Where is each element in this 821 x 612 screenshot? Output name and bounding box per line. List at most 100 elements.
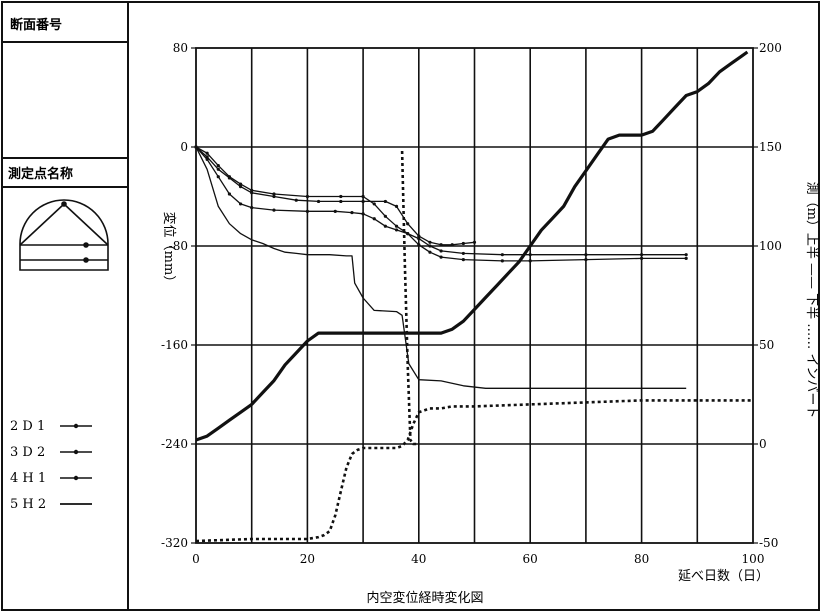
series-point	[227, 192, 232, 196]
series-point	[640, 256, 644, 260]
series-point	[450, 243, 454, 247]
series-point	[417, 236, 421, 241]
series-point	[640, 253, 644, 257]
series-point	[417, 234, 421, 238]
series-line-1	[195, 146, 687, 262]
series-point	[394, 204, 399, 208]
series-point	[250, 191, 254, 195]
series-line-5	[195, 399, 753, 543]
y2-tick-label: 50	[759, 338, 774, 352]
series-point	[350, 210, 354, 215]
series-point	[439, 249, 443, 253]
legend-label: 4 H 1	[10, 471, 46, 486]
y-tick-label: -80	[169, 239, 188, 253]
series-point	[428, 244, 432, 248]
y-axis-label: 変位（mm）	[161, 212, 177, 289]
series-point	[417, 243, 421, 247]
series-point	[372, 202, 376, 206]
x-tick-label: 20	[300, 552, 315, 566]
series-point	[305, 209, 309, 213]
y2-tick-label: -50	[759, 536, 778, 550]
tick-labels: 0 20 40 60 80 100 80 0 -80 -160 -240 -320 200 150 100 5…	[161, 41, 782, 566]
series-point	[216, 175, 220, 179]
series-point	[500, 259, 504, 263]
series-point	[361, 199, 365, 204]
series-point	[305, 194, 309, 199]
series-point	[205, 151, 209, 155]
series-point	[383, 224, 387, 228]
y-tick-label: 80	[173, 41, 188, 55]
series-point	[238, 185, 243, 189]
series-point	[428, 250, 432, 254]
series-point	[394, 228, 399, 232]
y-tick-label: -240	[161, 437, 188, 451]
x-tick-label: 60	[523, 552, 538, 566]
series-point	[584, 253, 588, 257]
series-point	[684, 253, 688, 257]
series-line-4	[195, 50, 749, 442]
series-point	[272, 192, 276, 196]
series-point	[294, 198, 298, 202]
legend-label: 2 D 1	[10, 419, 45, 434]
series-point	[406, 222, 410, 226]
series-line-3	[195, 146, 687, 389]
x-tick-label: 0	[192, 552, 200, 566]
series-point	[461, 241, 465, 246]
series-point	[406, 232, 410, 236]
series-point	[394, 224, 399, 228]
legend-label: 5 H 2	[10, 497, 46, 512]
series-point	[339, 199, 343, 204]
section-number-label: 断面番号	[10, 17, 62, 33]
tunnel-section-sketch	[19, 199, 109, 271]
legend-item-3d2: 3 D 2	[10, 445, 92, 460]
y2-tick-label: 150	[759, 140, 782, 154]
series-point	[461, 258, 465, 262]
x-axis-label: 延べ日数（日）	[678, 569, 769, 584]
x-tick-label: 40	[411, 552, 426, 566]
series-point	[500, 253, 504, 257]
series-point	[383, 199, 387, 204]
series-point	[439, 255, 443, 259]
series-point	[584, 258, 588, 262]
series-point	[439, 243, 443, 247]
series-point	[461, 251, 465, 256]
plot-area: 0 20 40 60 80 100 80 0 -80 -160 -240 -320 200 150 100 5…	[161, 41, 782, 566]
series-point	[528, 259, 532, 263]
series-line-0	[195, 146, 475, 246]
series-point	[216, 167, 220, 171]
measure-points-label: 測定点名称	[8, 166, 73, 182]
series-point	[272, 208, 276, 212]
grid	[196, 48, 753, 543]
series-point	[238, 182, 243, 186]
series-point	[250, 206, 254, 210]
legend-label: 3 D 2	[10, 445, 45, 460]
series-point	[339, 194, 343, 199]
series-point	[684, 256, 688, 260]
x-tick-label: 100	[742, 552, 765, 566]
legend-item-2d1: 2 D 1	[10, 419, 92, 434]
y-tick-label: -160	[161, 338, 188, 352]
series-point	[238, 202, 243, 206]
series-point	[227, 175, 232, 179]
series-point	[383, 214, 387, 218]
series-line-6	[400, 150, 419, 446]
series-point	[472, 240, 477, 244]
series-point	[333, 209, 337, 213]
series-point	[272, 194, 276, 199]
series-point	[361, 212, 365, 216]
series-point	[316, 199, 321, 204]
series-point	[205, 157, 209, 161]
chart-title: 内空変位経時変化図	[366, 590, 483, 606]
series-layer	[194, 50, 753, 543]
series-point	[361, 194, 365, 199]
series-point	[372, 217, 376, 221]
y-tick-label: 0	[180, 140, 188, 154]
x-tick-label: 80	[634, 552, 649, 566]
legend-item-5h2: 5 H 2	[10, 497, 92, 512]
y2-axis-label: 測（m）上半 —— 下半 …… インバート	[804, 182, 819, 419]
series-point	[428, 240, 432, 244]
series-point	[528, 253, 532, 257]
y2-tick-label: 0	[759, 437, 767, 451]
